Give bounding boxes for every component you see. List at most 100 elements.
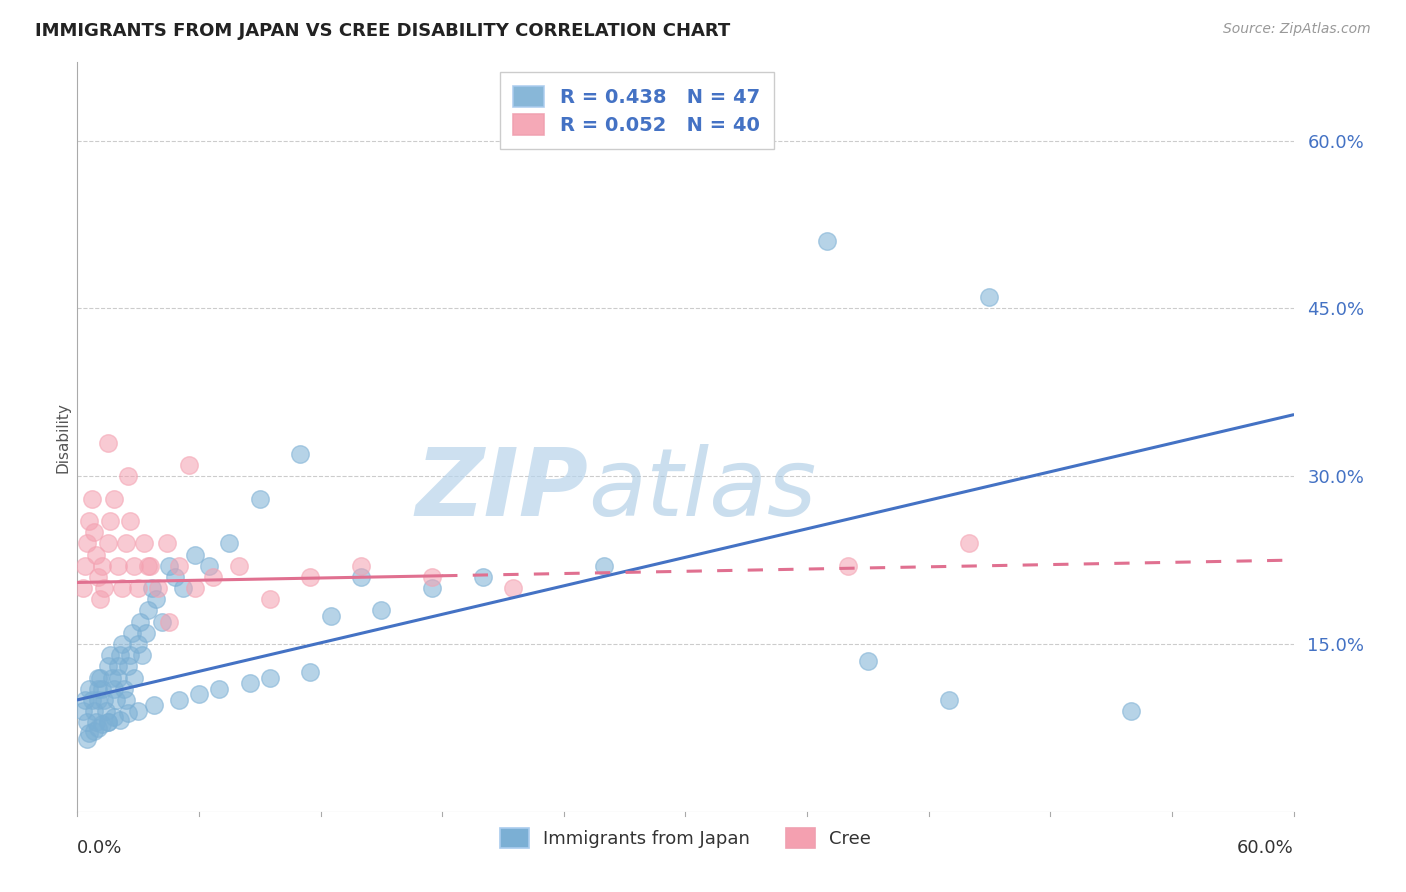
Point — [97, 435, 120, 450]
Point — [131, 648, 153, 662]
Point — [117, 706, 139, 721]
Point — [76, 715, 98, 730]
Point — [957, 536, 980, 550]
Point — [97, 536, 120, 550]
Point — [129, 615, 152, 629]
Point — [72, 581, 94, 595]
Point — [97, 715, 120, 730]
Point — [103, 491, 125, 506]
Point — [115, 693, 138, 707]
Point — [103, 709, 125, 723]
Point — [84, 715, 107, 730]
Point — [122, 671, 145, 685]
Point — [111, 581, 134, 595]
Point — [86, 693, 108, 707]
Point — [90, 681, 112, 696]
Point — [108, 713, 131, 727]
Point — [299, 665, 322, 679]
Point — [979, 290, 1001, 304]
Text: Source: ZipAtlas.com: Source: ZipAtlas.com — [1223, 22, 1371, 37]
Point — [97, 715, 120, 730]
Point — [93, 693, 115, 707]
Point — [94, 704, 117, 718]
Point — [188, 687, 211, 701]
Y-axis label: Disability: Disability — [55, 401, 70, 473]
Point — [259, 671, 281, 685]
Point — [420, 570, 443, 584]
Point — [155, 536, 177, 550]
Point — [370, 603, 392, 617]
Point — [121, 625, 143, 640]
Point — [167, 558, 190, 573]
Point — [135, 625, 157, 640]
Point — [938, 693, 960, 707]
Point — [184, 548, 207, 562]
Point — [134, 536, 156, 550]
Point — [98, 514, 121, 528]
Point — [79, 514, 101, 528]
Point — [815, 235, 838, 249]
Point — [86, 570, 108, 584]
Point — [118, 514, 141, 528]
Point — [127, 704, 149, 718]
Point — [117, 469, 139, 483]
Point — [72, 704, 94, 718]
Point — [127, 581, 149, 595]
Point — [127, 637, 149, 651]
Point — [299, 570, 322, 584]
Point — [208, 681, 231, 696]
Point — [76, 732, 98, 747]
Point — [83, 525, 105, 540]
Point — [350, 570, 373, 584]
Text: IMMIGRANTS FROM JAPAN VS CREE DISABILITY CORRELATION CHART: IMMIGRANTS FROM JAPAN VS CREE DISABILITY… — [35, 22, 730, 40]
Point — [152, 615, 174, 629]
Point — [108, 648, 131, 662]
Point — [122, 558, 145, 573]
Point — [136, 558, 159, 573]
Point — [83, 724, 105, 739]
Point — [136, 603, 159, 617]
Point — [97, 659, 120, 673]
Point — [75, 558, 97, 573]
Point — [420, 581, 443, 595]
Point — [79, 681, 101, 696]
Point — [502, 581, 524, 595]
Point — [76, 536, 98, 550]
Point — [75, 693, 97, 707]
Point — [118, 648, 141, 662]
Point — [856, 654, 879, 668]
Point — [80, 491, 103, 506]
Point — [172, 581, 194, 595]
Point — [218, 536, 240, 550]
Point — [101, 671, 124, 685]
Point — [112, 681, 135, 696]
Point — [89, 671, 111, 685]
Text: 0.0%: 0.0% — [77, 839, 122, 857]
Text: 60.0%: 60.0% — [1237, 839, 1294, 857]
Point — [80, 693, 103, 707]
Point — [167, 693, 190, 707]
Point — [84, 548, 107, 562]
Point — [90, 558, 112, 573]
Legend: Immigrants from Japan, Cree: Immigrants from Japan, Cree — [489, 817, 882, 859]
Point — [79, 726, 101, 740]
Point — [143, 698, 166, 713]
Point — [157, 558, 180, 573]
Point — [228, 558, 250, 573]
Point — [107, 558, 129, 573]
Point — [177, 458, 200, 472]
Point — [148, 581, 170, 595]
Point — [89, 592, 111, 607]
Point — [198, 558, 221, 573]
Point — [86, 681, 108, 696]
Point — [1121, 704, 1143, 718]
Point — [290, 447, 312, 461]
Point — [202, 570, 225, 584]
Point — [93, 581, 115, 595]
Text: atlas: atlas — [588, 444, 817, 535]
Point — [107, 671, 129, 685]
Point — [593, 558, 616, 573]
Point — [249, 491, 271, 506]
Point — [83, 704, 105, 718]
Point — [115, 536, 138, 550]
